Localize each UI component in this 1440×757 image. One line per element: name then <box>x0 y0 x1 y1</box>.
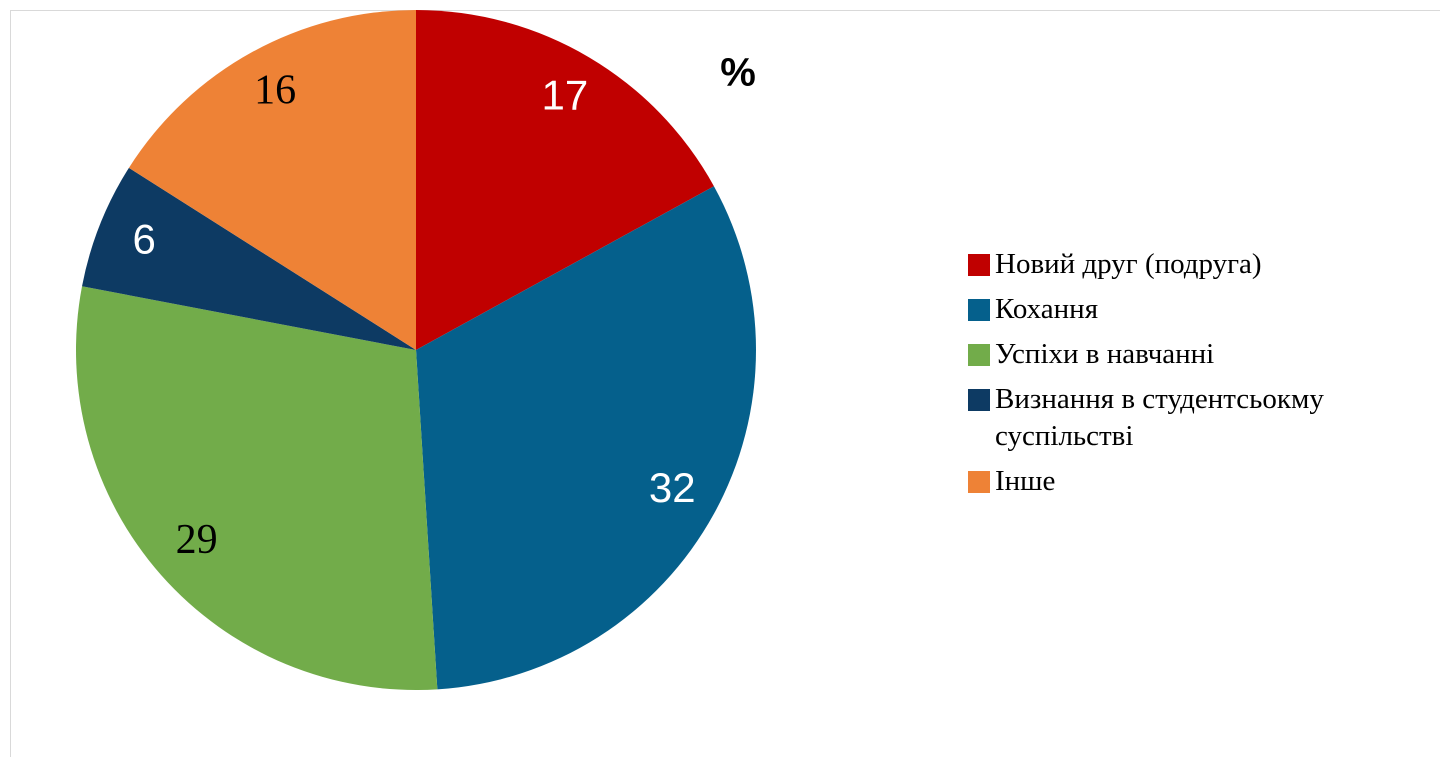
legend-swatch <box>968 471 990 493</box>
legend-swatch <box>968 254 990 276</box>
legend-item: Новий друг (подруга) <box>968 246 1418 283</box>
pie <box>76 10 757 691</box>
pie-slice <box>416 10 714 350</box>
legend-label: Успіхи в навчанні <box>995 338 1215 370</box>
data-label: 6 <box>132 215 155 262</box>
legend: Новий друг (подруга) Кохання Успіхи в навч… <box>968 246 1418 508</box>
chart-frame <box>10 10 1440 757</box>
legend-swatch <box>968 299 990 321</box>
legend-label: Визнання в студентсьокму суспільстві <box>995 383 1324 452</box>
pie-slice <box>76 286 438 691</box>
pie-slice <box>128 10 416 350</box>
pie-slice <box>82 167 416 350</box>
data-label: 29 <box>176 517 218 563</box>
legend-item: Інше <box>968 463 1418 500</box>
legend-label: Інше <box>995 465 1056 497</box>
data-label: 16 <box>254 67 296 113</box>
legend-item: Успіхи в навчанні <box>968 336 1418 373</box>
legend-item: Визнання в студентсьокму суспільстві <box>968 381 1418 455</box>
chart-title: % <box>720 51 756 95</box>
legend-label: Кохання <box>995 293 1099 325</box>
legend-label: Новий друг (подруга) <box>995 248 1262 280</box>
pie-slice <box>416 186 757 690</box>
legend-swatch <box>968 344 990 366</box>
data-label: 17 <box>541 71 588 118</box>
legend-item: Кохання <box>968 291 1418 328</box>
data-label: 32 <box>649 464 696 511</box>
legend-swatch <box>968 389 990 411</box>
